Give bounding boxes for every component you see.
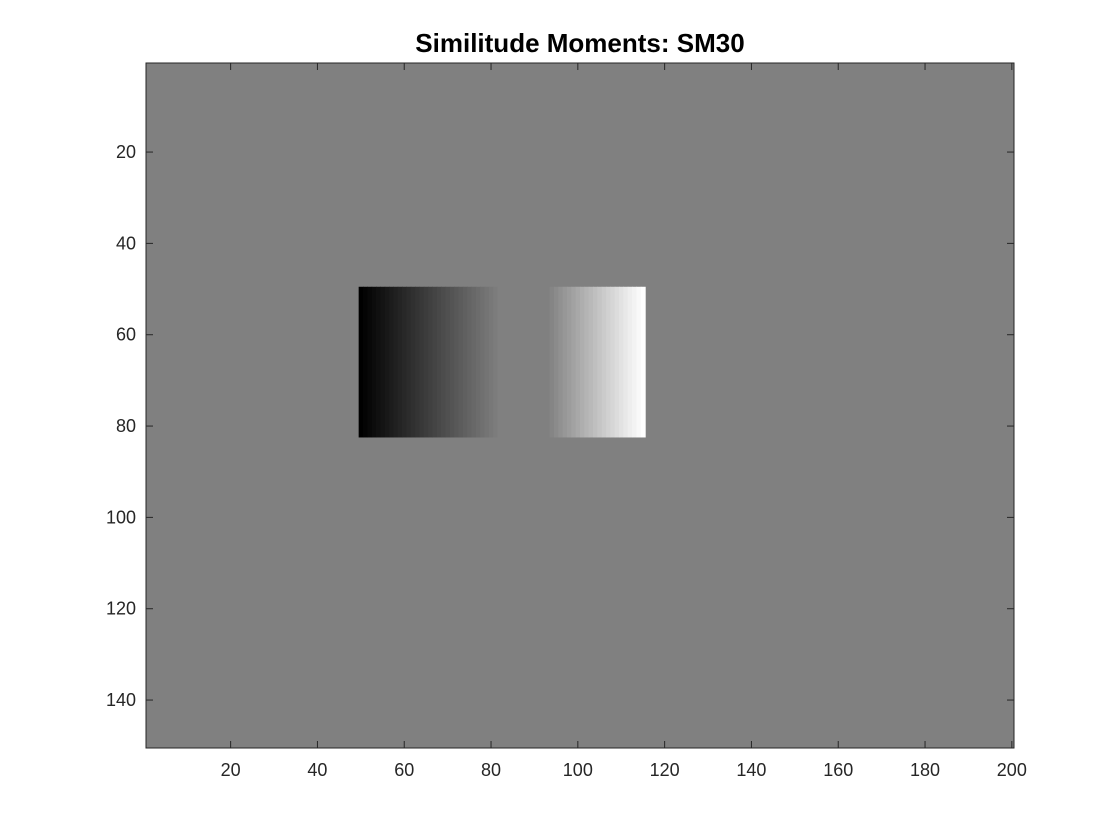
pixel-column [367,286,373,438]
pixel-column [428,286,434,438]
x-tick-label: 60 [394,760,414,780]
pixel-column [566,286,572,438]
x-tick-label: 40 [307,760,327,780]
pixel-column [640,286,646,438]
x-tick-label: 160 [823,760,853,780]
x-axis: 20 40 60 80 100 120 140 160 180 200 [221,63,1027,780]
pixel-column [553,286,559,438]
pixel-column [549,286,555,438]
pixel-column [389,286,394,438]
region-light-gradient [545,286,646,438]
pixel-column [493,286,499,438]
y-tick-label: 140 [106,690,136,710]
pixel-column [580,286,585,438]
pixel-column [397,286,403,438]
pixel-column [601,286,607,438]
y-tick-label: 60 [116,325,136,345]
x-tick-label: 200 [997,760,1027,780]
pixel-column [462,286,468,438]
y-tick-label: 20 [116,142,136,162]
pixel-column [432,286,438,438]
regions-layer [358,286,646,438]
pixel-column [627,286,633,438]
pixel-column [562,286,568,438]
pixel-column [619,286,624,438]
pixel-column [571,286,577,438]
pixel-column [371,286,377,438]
pixel-column [558,286,564,438]
chart-title: Similitude Moments: SM30 [415,28,744,58]
pixel-column [384,286,390,438]
pixel-column [363,286,368,438]
pixel-column [588,286,594,438]
pixel-column [632,286,638,438]
pixel-column [488,286,494,438]
pixel-column [410,286,416,438]
pixel-column [480,286,486,438]
pixel-column [406,286,412,438]
x-tick-label: 20 [221,760,241,780]
axes-frame [145,62,1015,749]
y-tick-label: 100 [106,507,136,527]
pixel-column [584,286,590,438]
pixel-column [402,286,407,438]
pixel-column [423,286,429,438]
pixel-column [441,286,447,438]
pixel-column [471,286,477,438]
pixel-column [497,286,503,438]
pixel-column [597,286,603,438]
y-tick-label: 40 [116,233,136,253]
x-tick-label: 80 [481,760,501,780]
pixel-column [380,286,386,438]
pixel-column [415,286,421,438]
y-tick-label: 120 [106,599,136,619]
pixel-column [475,286,481,438]
pixel-column [614,286,620,438]
pixel-column [393,286,399,438]
x-tick-label: 180 [910,760,940,780]
pixel-column [545,286,551,438]
x-tick-label: 120 [650,760,680,780]
y-axis: 20 40 60 80 100 120 140 [106,142,1014,710]
region-dark-gradient [358,286,503,438]
pixel-column [606,286,611,438]
pixel-column [575,286,581,438]
x-tick-label: 100 [563,760,593,780]
pixel-column [358,286,364,438]
pixel-column [449,286,455,438]
plot-area [146,63,1014,748]
pixel-column [419,286,425,438]
pixel-column [445,286,451,438]
pixel-column [484,286,490,438]
pixel-column [458,286,464,438]
pixel-column [467,286,473,438]
pixel-column [593,286,598,438]
x-tick-label: 140 [736,760,766,780]
pixel-column [636,286,642,438]
y-tick-label: 80 [116,416,136,436]
pixel-column [376,286,381,438]
pixel-column [436,286,442,438]
pixel-column [454,286,460,438]
pixel-column [610,286,616,438]
pixel-column [623,286,629,438]
